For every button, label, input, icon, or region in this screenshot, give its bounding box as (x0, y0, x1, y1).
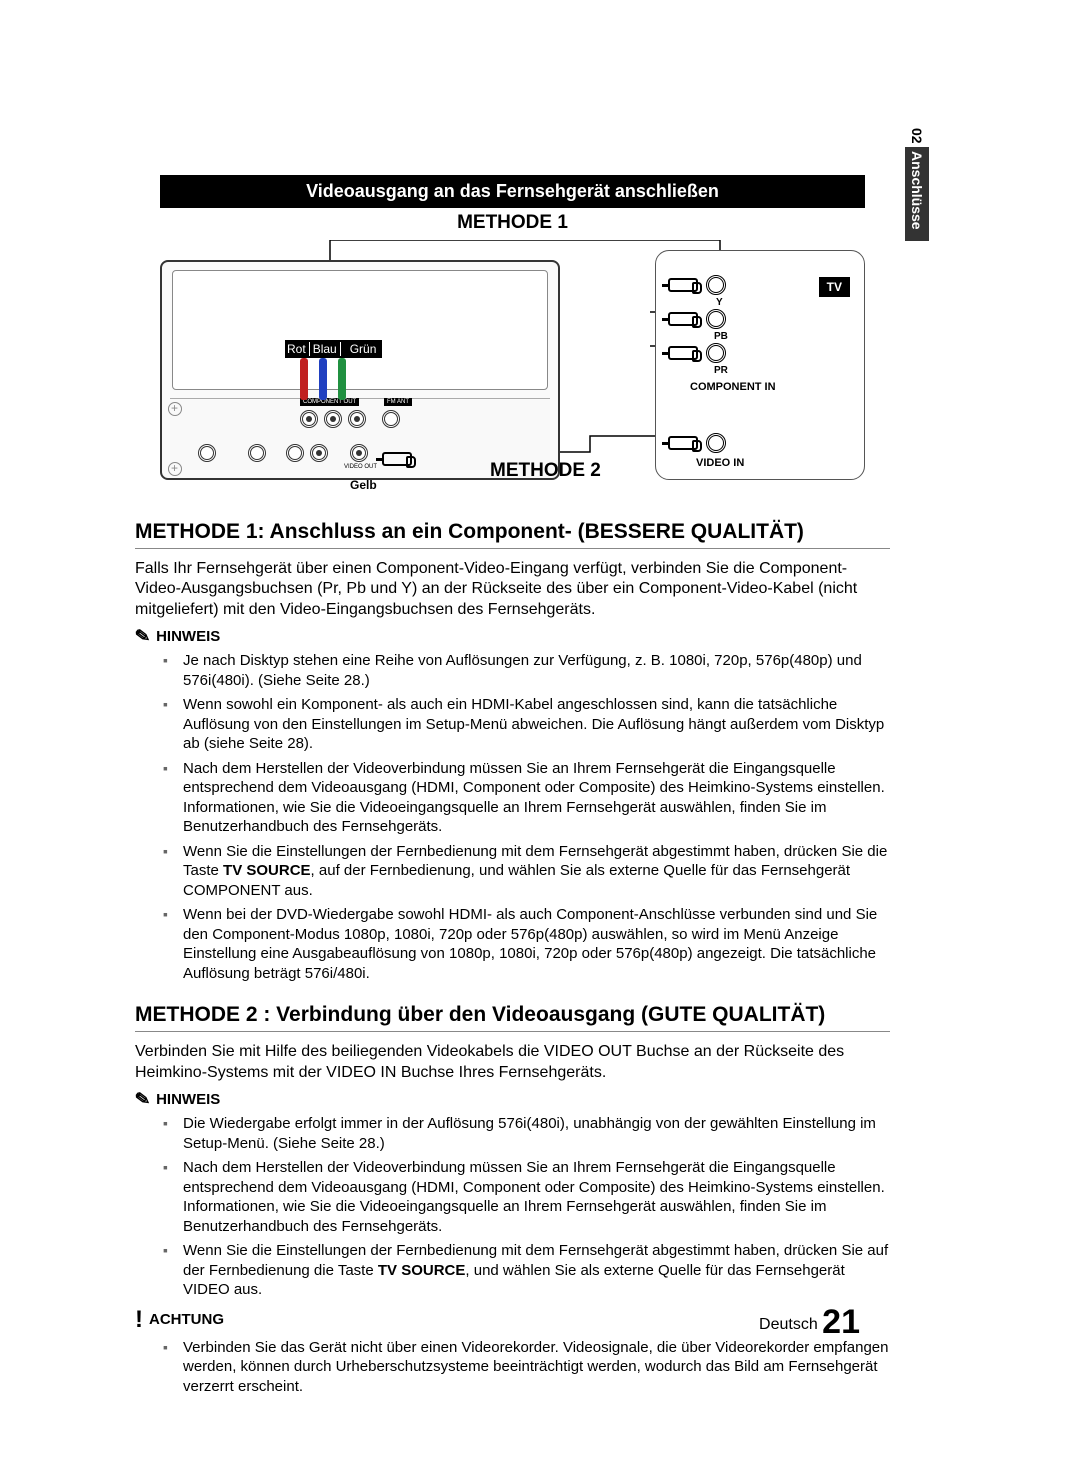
section1-body: Falls Ihr Fernsehgerät über einen Compon… (135, 559, 890, 620)
tv-panel: TV Y PB PR COMPONENT IN VIDEO IN (655, 250, 865, 480)
tv-pb-row (668, 309, 726, 329)
connection-diagram: COMPONENT OUT FM ANT VIDEO OUT Rot Blau … (160, 240, 865, 500)
component-in-label: COMPONENT IN (690, 381, 776, 393)
rca-port (248, 444, 266, 462)
color-labels: Rot Blau Grün (285, 340, 382, 358)
rca-pb-port (324, 410, 342, 428)
jack-icon (706, 309, 726, 329)
note-item: Nach dem Herstellen der Videoverbindung … (183, 759, 890, 837)
bold-term: TV SOURCE (223, 862, 311, 879)
speaker-panel (172, 270, 548, 390)
note-item: Nach dem Herstellen der Videoverbindung … (183, 1158, 890, 1236)
plug-icon (382, 452, 412, 466)
blue-cable (319, 358, 327, 400)
hinweis-heading-2: ✎ HINWEIS (135, 1089, 890, 1110)
fm-ant-label: FM ANT (384, 398, 412, 406)
rot-label: Rot (287, 342, 306, 356)
note-item: Wenn bei der DVD-Wiedergabe sowohl HDMI-… (183, 905, 890, 983)
page-footer: Deutsch 21 (135, 1303, 890, 1342)
rca-y-port (300, 410, 318, 428)
gruen-label: Grün (344, 342, 381, 356)
title-band: Videoausgang an das Fernsehgerät anschli… (160, 175, 865, 208)
pr-label: PR (714, 365, 728, 376)
rca-port (286, 444, 304, 462)
note-icon: ✎ (134, 1088, 152, 1111)
section1-title: METHODE 1: Anschluss an ein Component- (… (135, 520, 890, 544)
gelb-label: Gelb (350, 478, 377, 492)
divider (135, 548, 890, 549)
rca-port (310, 444, 328, 462)
bold-term: TV SOURCE (378, 1262, 466, 1279)
note-item: Wenn Sie die Einstellungen der Fernbedie… (183, 1241, 890, 1300)
jack-icon (706, 275, 726, 295)
note-icon: ✎ (134, 625, 152, 648)
rca-port (198, 444, 216, 462)
tv-pr-row (668, 343, 726, 363)
note-item: Die Wiedergabe erfolgt immer in der Aufl… (183, 1114, 890, 1153)
plug-icon (668, 346, 698, 360)
green-cable (338, 358, 346, 400)
video-out-label: VIDEO OUT (344, 464, 377, 470)
plug-icon (668, 278, 698, 292)
section2-title: METHODE 2 : Verbindung über den Videoaus… (135, 1003, 890, 1027)
rca-port (382, 410, 400, 428)
tv-badge: TV (819, 277, 850, 297)
note-item: Je nach Disktyp stehen eine Reihe von Au… (183, 651, 890, 690)
section1-notes: Je nach Disktyp stehen eine Reihe von Au… (135, 651, 890, 983)
cable-stubs (300, 358, 346, 400)
jack-icon (706, 343, 726, 363)
plug-icon (668, 436, 698, 450)
methode1-heading: METHODE 1 (160, 212, 865, 234)
device-back-panel: COMPONENT OUT FM ANT VIDEO OUT (160, 260, 560, 480)
y-label: Y (716, 297, 723, 308)
note-item: Verbinden Sie das Gerät nicht über einen… (183, 1338, 890, 1397)
chapter-number: 02 (905, 120, 929, 148)
pb-label: PB (714, 331, 728, 342)
jack-icon (706, 433, 726, 453)
hinweis-label: HINWEIS (156, 1091, 220, 1108)
component-out-ports (300, 410, 366, 428)
note-item: Wenn Sie die Einstellungen der Fernbedie… (183, 842, 890, 901)
achtung-notes: Verbinden Sie das Gerät nicht über einen… (135, 1338, 890, 1397)
page-content: Videoausgang an das Fernsehgerät anschli… (135, 175, 890, 1401)
fm-port (382, 410, 400, 428)
video-in-label: VIDEO IN (696, 457, 744, 469)
divider (135, 1031, 890, 1032)
page-number: 21 (822, 1303, 860, 1341)
lang-label: Deutsch (759, 1316, 818, 1333)
tv-y-row (668, 275, 726, 295)
plug-icon (668, 312, 698, 326)
chapter-title: Anschlüsse (905, 147, 929, 242)
hinweis-label: HINWEIS (156, 628, 220, 645)
section2-body: Verbinden Sie mit Hilfe des beiliegenden… (135, 1042, 890, 1083)
rca-pr-port (348, 410, 366, 428)
video-out-port (350, 444, 368, 462)
section2-notes: Die Wiedergabe erfolgt immer in der Aufl… (135, 1114, 890, 1300)
methode2-heading: METHODE 2 (490, 460, 601, 482)
misc-ports (198, 444, 368, 462)
hinweis-heading-1: ✎ HINWEIS (135, 626, 890, 647)
blau-label: Blau (309, 342, 341, 356)
tv-video-row (668, 433, 726, 453)
side-tab: 02 Anschlüsse (905, 120, 945, 241)
note-item: Wenn sowohl ein Komponent- als auch ein … (183, 695, 890, 754)
red-cable (300, 358, 308, 400)
